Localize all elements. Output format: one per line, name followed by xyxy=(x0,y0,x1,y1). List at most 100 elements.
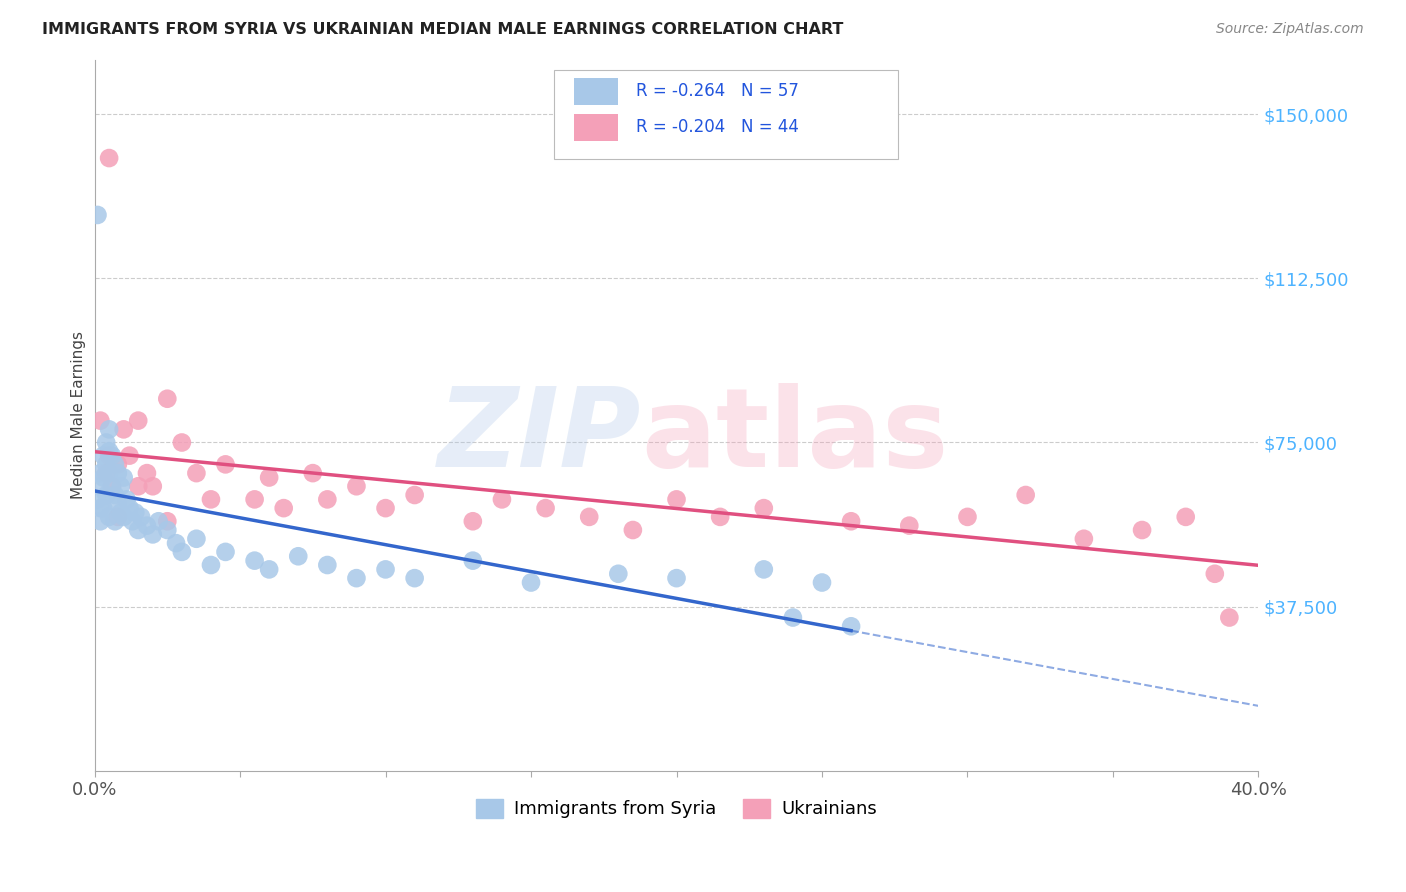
Point xyxy=(243,492,266,507)
Point xyxy=(170,545,193,559)
Point xyxy=(156,523,179,537)
Point xyxy=(374,501,396,516)
Point xyxy=(287,549,309,564)
Point xyxy=(115,492,138,507)
Y-axis label: Median Male Earnings: Median Male Earnings xyxy=(72,331,86,500)
Point xyxy=(104,458,127,472)
Point xyxy=(110,506,132,520)
Point xyxy=(491,492,513,507)
Point xyxy=(91,470,114,484)
Point xyxy=(89,514,111,528)
Point xyxy=(752,562,775,576)
Point xyxy=(898,518,921,533)
Point xyxy=(104,488,127,502)
Point xyxy=(156,392,179,406)
Point xyxy=(621,523,644,537)
Point xyxy=(1218,610,1240,624)
Point xyxy=(112,509,135,524)
Point xyxy=(257,562,280,576)
Point xyxy=(186,532,208,546)
Point xyxy=(200,492,222,507)
Point xyxy=(89,479,111,493)
Point xyxy=(1073,532,1095,546)
Point xyxy=(461,554,484,568)
Point xyxy=(98,449,121,463)
Point xyxy=(709,509,731,524)
Point xyxy=(1174,509,1197,524)
Point xyxy=(112,422,135,436)
Text: atlas: atlas xyxy=(641,383,949,490)
Text: R = -0.264   N = 57: R = -0.264 N = 57 xyxy=(636,82,799,101)
Point xyxy=(101,449,124,463)
Point xyxy=(142,527,165,541)
Point xyxy=(520,575,543,590)
Point xyxy=(107,466,129,480)
Point xyxy=(91,449,114,463)
Point xyxy=(86,208,108,222)
Point xyxy=(118,501,141,516)
Point xyxy=(136,518,159,533)
Point xyxy=(96,435,118,450)
Point xyxy=(316,492,339,507)
Point xyxy=(104,514,127,528)
Point xyxy=(839,514,862,528)
Point xyxy=(89,414,111,428)
Point xyxy=(118,449,141,463)
Point xyxy=(127,523,149,537)
Point xyxy=(121,514,143,528)
Point xyxy=(165,536,187,550)
Point xyxy=(96,458,118,472)
Point xyxy=(214,545,236,559)
Point xyxy=(1015,488,1038,502)
Point xyxy=(127,414,149,428)
Legend: Immigrants from Syria, Ukrainians: Immigrants from Syria, Ukrainians xyxy=(468,792,884,826)
Point xyxy=(89,501,111,516)
Point xyxy=(98,466,121,480)
Point xyxy=(404,488,426,502)
Point xyxy=(374,562,396,576)
Point xyxy=(186,466,208,480)
Point xyxy=(346,571,368,585)
Point xyxy=(148,514,170,528)
Point xyxy=(101,479,124,493)
Point xyxy=(243,554,266,568)
Point xyxy=(129,509,152,524)
Point xyxy=(534,501,557,516)
Point xyxy=(1204,566,1226,581)
Point xyxy=(273,501,295,516)
Text: ZIP: ZIP xyxy=(439,383,641,490)
Point xyxy=(98,422,121,436)
Point xyxy=(1130,523,1153,537)
Text: R = -0.204   N = 44: R = -0.204 N = 44 xyxy=(636,119,799,136)
FancyBboxPatch shape xyxy=(574,78,619,105)
Point xyxy=(752,501,775,516)
Point xyxy=(107,497,129,511)
Point xyxy=(89,466,111,480)
Point xyxy=(98,151,121,165)
Point xyxy=(170,435,193,450)
Point xyxy=(200,558,222,572)
Point xyxy=(839,619,862,633)
Point xyxy=(811,575,834,590)
Text: Source: ZipAtlas.com: Source: ZipAtlas.com xyxy=(1216,22,1364,37)
Point xyxy=(91,501,114,516)
Point xyxy=(156,514,179,528)
Point xyxy=(98,509,121,524)
Point xyxy=(86,492,108,507)
Point xyxy=(404,571,426,585)
Point xyxy=(112,470,135,484)
Point xyxy=(107,509,129,524)
Point xyxy=(665,492,688,507)
Point xyxy=(214,458,236,472)
Point xyxy=(101,479,124,493)
Point xyxy=(96,466,118,480)
Point xyxy=(124,506,146,520)
Point xyxy=(782,610,804,624)
FancyBboxPatch shape xyxy=(554,70,897,159)
FancyBboxPatch shape xyxy=(574,114,619,141)
Text: IMMIGRANTS FROM SYRIA VS UKRAINIAN MEDIAN MALE EARNINGS CORRELATION CHART: IMMIGRANTS FROM SYRIA VS UKRAINIAN MEDIA… xyxy=(42,22,844,37)
Point xyxy=(142,479,165,493)
Point xyxy=(665,571,688,585)
Point xyxy=(257,470,280,484)
Point xyxy=(136,466,159,480)
